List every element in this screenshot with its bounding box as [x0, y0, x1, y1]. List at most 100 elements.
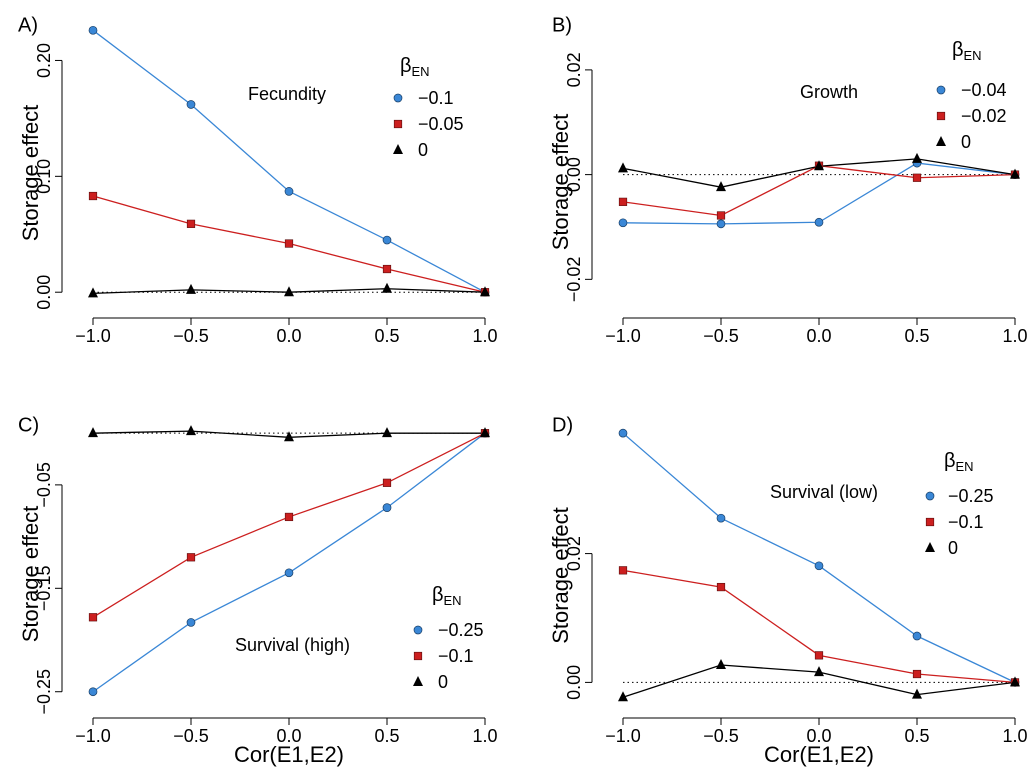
- data-point-2-2: [814, 666, 824, 677]
- data-point-1-0: [618, 566, 628, 575]
- data-point-1-3: [382, 264, 392, 274]
- legend-marker-1: [393, 119, 403, 129]
- data-point-1-1: [716, 582, 726, 592]
- legend-label: −0.25: [948, 486, 994, 506]
- legend: βEN −0.04 −0.02 0: [936, 39, 1007, 152]
- legend-marker-2: [413, 676, 423, 686]
- legend-marker-2: [393, 144, 403, 154]
- x-axis-title: Cor(E1,E2): [764, 742, 874, 767]
- x-tick-label: 0.5: [904, 726, 929, 746]
- legend-label: −0.1: [418, 88, 454, 108]
- legend-marker-1: [413, 651, 423, 661]
- legend-marker-2: [925, 542, 935, 552]
- x-tick-label: −1.0: [75, 326, 111, 346]
- data-point-1-0: [618, 197, 628, 206]
- x-tick-label: −0.5: [703, 726, 739, 746]
- x-tick-label: −0.5: [173, 726, 209, 746]
- data-point-0-1: [716, 219, 726, 229]
- data-point-0-2: [814, 561, 824, 571]
- y-axis-title: Storage effect: [548, 507, 573, 644]
- legend-label: −0.04: [961, 80, 1007, 100]
- data-point-2-3: [912, 152, 922, 163]
- legend-label: 0: [418, 140, 428, 160]
- legend-title: βEN: [400, 55, 430, 79]
- data-point-2-0: [88, 427, 98, 438]
- y-tick-label: 0.02: [564, 536, 584, 571]
- panel-label: B): [552, 15, 572, 37]
- x-axis-title: Cor(E1,E2): [234, 742, 344, 767]
- legend-label: 0: [438, 672, 448, 692]
- x-tick-label: −1.0: [605, 326, 641, 346]
- data-point-0-0: [88, 687, 98, 697]
- data-point-2-2: [814, 160, 824, 171]
- legend-label: −0.05: [418, 114, 464, 134]
- data-point-0-2: [284, 187, 294, 196]
- data-point-2-3: [912, 688, 922, 699]
- x-tick-label: −1.0: [605, 726, 641, 746]
- data-point-2-2: [284, 286, 294, 297]
- x-tick-label: 0.0: [806, 326, 831, 346]
- x-tick-label: 0.5: [374, 726, 399, 746]
- y-tick-label: 0.00: [34, 275, 54, 310]
- y-tick-label: 0.02: [564, 52, 584, 87]
- panel-annotation: Fecundity: [248, 84, 326, 104]
- data-point-1-0: [88, 191, 98, 201]
- x-tick-label: 0.5: [374, 326, 399, 346]
- y-tick-label: 0.10: [34, 159, 54, 194]
- y-axis-title: Storage effect: [548, 114, 573, 251]
- data-point-1-3: [912, 669, 922, 679]
- data-point-0-2: [284, 568, 294, 578]
- y-tick-label: −0.25: [34, 669, 54, 715]
- y-tick-label: 0.00: [564, 157, 584, 192]
- data-point-0-3: [912, 631, 922, 641]
- legend-label: 0: [948, 538, 958, 558]
- series-line-1: [622, 569, 1016, 684]
- legend-marker-0: [925, 491, 935, 501]
- legend: βEN −0.25 −0.1 0: [413, 584, 484, 692]
- data-point-2-1: [186, 425, 196, 436]
- series-line-0: [622, 162, 1016, 225]
- data-point-1-3: [912, 173, 922, 182]
- x-tick-label: −0.5: [703, 326, 739, 346]
- data-point-1-0: [88, 613, 98, 622]
- legend-title: βEN: [944, 450, 974, 474]
- legend-marker-1: [936, 111, 946, 121]
- data-point-1-1: [716, 211, 726, 220]
- data-point-2-1: [716, 181, 726, 192]
- data-point-1-3: [382, 478, 392, 487]
- data-point-0-1: [716, 513, 726, 523]
- legend-marker-0: [936, 85, 946, 95]
- y-tick-label: −0.02: [564, 257, 584, 303]
- legend-label: −0.25: [438, 620, 484, 640]
- x-tick-label: 1.0: [1002, 726, 1027, 746]
- y-tick-label: 0.20: [34, 43, 54, 78]
- panel-label: A): [18, 15, 38, 37]
- data-point-1-1: [186, 219, 196, 228]
- panel-label: C): [18, 415, 39, 437]
- data-point-0-1: [186, 618, 196, 627]
- legend-title: βEN: [952, 39, 982, 63]
- legend-title: βEN: [432, 584, 462, 608]
- x-tick-label: 1.0: [472, 326, 497, 346]
- x-tick-label: −1.0: [75, 726, 111, 746]
- x-tick-label: −0.5: [173, 326, 209, 346]
- panel-annotation: Survival (low): [770, 482, 878, 502]
- x-tick-label: 0.0: [276, 726, 301, 746]
- panel-b: B) −0.02 0.00 0.02 Storage effect −1.0 −0.5 0.0…: [548, 15, 1028, 346]
- legend: βEN −0.25 −0.1 0: [925, 450, 994, 558]
- data-point-2-3: [382, 427, 392, 438]
- x-tick-label: 0.0: [806, 726, 831, 746]
- data-point-2-4: [480, 286, 490, 297]
- y-axis-title: Storage effect: [18, 506, 43, 643]
- data-point-0-0: [618, 218, 628, 228]
- data-point-0-3: [382, 235, 392, 245]
- panel-label: D): [552, 415, 573, 437]
- data-point-2-4: [1010, 168, 1020, 179]
- data-point-0-0: [88, 25, 98, 35]
- data-point-1-1: [186, 553, 196, 562]
- data-point-2-0: [618, 162, 628, 173]
- x-tick-label: 0.0: [276, 326, 301, 346]
- legend-marker-1: [925, 517, 935, 527]
